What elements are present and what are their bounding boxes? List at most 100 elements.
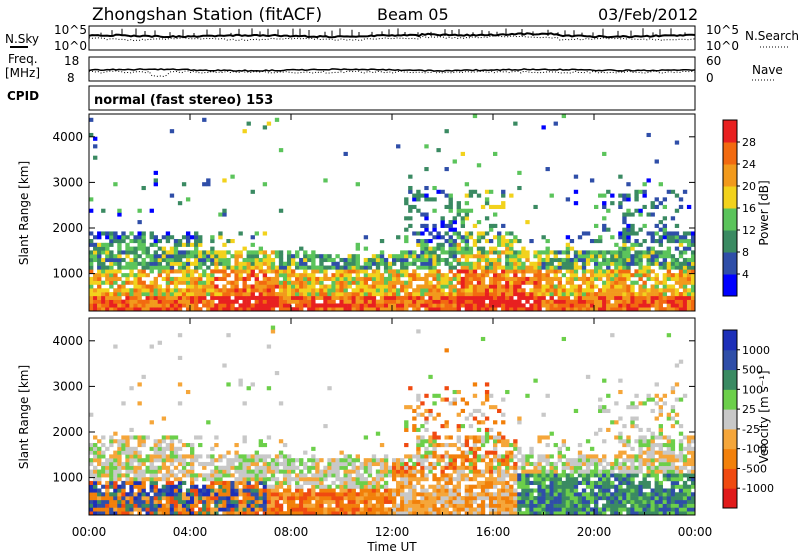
heatmap-cell (525, 496, 530, 501)
heatmap-cell (177, 469, 183, 474)
heatmap-cell (424, 246, 429, 251)
heatmap-cell (355, 265, 360, 270)
heatmap-cell (400, 499, 405, 504)
heatmap-cell (137, 284, 142, 289)
heatmap-cell (646, 292, 651, 297)
heatmap-cell (537, 488, 542, 493)
heatmap-cell (400, 480, 405, 485)
heatmap-cell (190, 461, 195, 467)
heatmap-cell (497, 265, 502, 270)
heatmap-cell (456, 454, 461, 459)
heatmap-cell (250, 242, 255, 247)
heatmap-cell (642, 443, 647, 448)
heatmap-cell (521, 295, 526, 300)
heatmap-cell (387, 465, 393, 470)
heatmap-cell (662, 280, 668, 285)
heatmap-cell (416, 292, 421, 297)
heatmap-cell (258, 265, 264, 270)
heatmap-cell (460, 397, 466, 402)
heatmap-cell (686, 295, 692, 300)
heatmap-cell (444, 488, 449, 493)
heatmap-cell (339, 303, 344, 308)
heatmap-cell (161, 458, 167, 463)
heatmap-cell (226, 461, 231, 467)
heatmap-cell (456, 242, 461, 247)
heatmap-cell (165, 443, 171, 448)
heatmap-cell (335, 292, 340, 297)
heatmap-cell (173, 242, 179, 247)
heatmap-cell (173, 458, 179, 463)
heatmap-cell (525, 484, 530, 489)
heatmap-cell (444, 303, 449, 308)
heatmap-cell (327, 469, 332, 474)
heatmap-cell (383, 295, 389, 300)
station-title: Zhongshan Station (fitACF) (92, 5, 322, 25)
heatmap-cell (270, 503, 276, 508)
heatmap-cell (602, 216, 607, 221)
heatmap-cell (157, 443, 163, 448)
heatmap-cell (173, 246, 179, 251)
heatmap-cell (456, 204, 461, 210)
heatmap-cell (533, 276, 538, 281)
heatmap-cell (501, 503, 506, 508)
heatmap-cell (210, 273, 215, 278)
heatmap-cell (198, 496, 203, 501)
heatmap-cell (299, 288, 304, 293)
heatmap-cell (210, 473, 215, 478)
heatmap-cell (606, 261, 611, 266)
heatmap-cell (440, 220, 445, 225)
heatmap-cell (363, 288, 369, 293)
heatmap-cell (549, 496, 554, 501)
heatmap-cell (646, 427, 651, 432)
heatmap-cell (577, 496, 583, 501)
heatmap-cell (678, 242, 684, 247)
heatmap-cell (412, 408, 417, 414)
heatmap-cell (194, 484, 199, 489)
heatmap-cell (658, 492, 663, 497)
heatmap-cell (493, 246, 498, 251)
heatmap-cell (428, 507, 433, 512)
heatmap-cell (89, 132, 94, 138)
heatmap-cell (440, 488, 445, 493)
heatmap-cell (169, 235, 175, 240)
heatmap-cell (246, 461, 251, 467)
heatmap-cell (250, 189, 255, 194)
heatmap-cell (565, 197, 571, 202)
heatmap-cell (517, 269, 522, 274)
heatmap-cell (194, 265, 199, 270)
heatmap-cell (424, 393, 429, 398)
heatmap-cell (363, 246, 369, 251)
heatmap-cell (420, 242, 425, 247)
heatmap-cell (149, 473, 154, 478)
heatmap-cell (614, 499, 619, 504)
heatmap-cell (177, 401, 183, 406)
heatmap-cell (109, 242, 114, 247)
heatmap-cell (622, 443, 627, 448)
heatmap-cell (452, 484, 457, 489)
heatmap-cell (456, 496, 461, 501)
heatmap-cell (622, 257, 627, 263)
heatmap-cell (549, 261, 554, 266)
heatmap-cell (355, 292, 360, 297)
heatmap-cell (335, 288, 340, 293)
heatmap-cell (424, 193, 429, 198)
heatmap-cell (678, 284, 684, 289)
heatmap-cell (622, 424, 627, 429)
heatmap-cell (303, 265, 308, 270)
heatmap-cell (569, 465, 575, 470)
colorbar-segment (723, 120, 737, 143)
heatmap-cell (464, 288, 470, 293)
heatmap-cell (198, 242, 203, 247)
heatmap-cell (97, 488, 102, 493)
heatmap-cell (133, 276, 138, 281)
heatmap-cell (274, 303, 280, 308)
heatmap-cell (545, 280, 550, 285)
heatmap-cell (153, 250, 158, 255)
colorbar-segment (723, 208, 737, 231)
heatmap-cell (303, 254, 308, 259)
heatmap-cell (626, 227, 631, 232)
heatmap-cell (230, 503, 235, 508)
heatmap-cell (286, 511, 292, 516)
heatmap-cell (561, 273, 567, 278)
heatmap-cell (206, 507, 211, 512)
